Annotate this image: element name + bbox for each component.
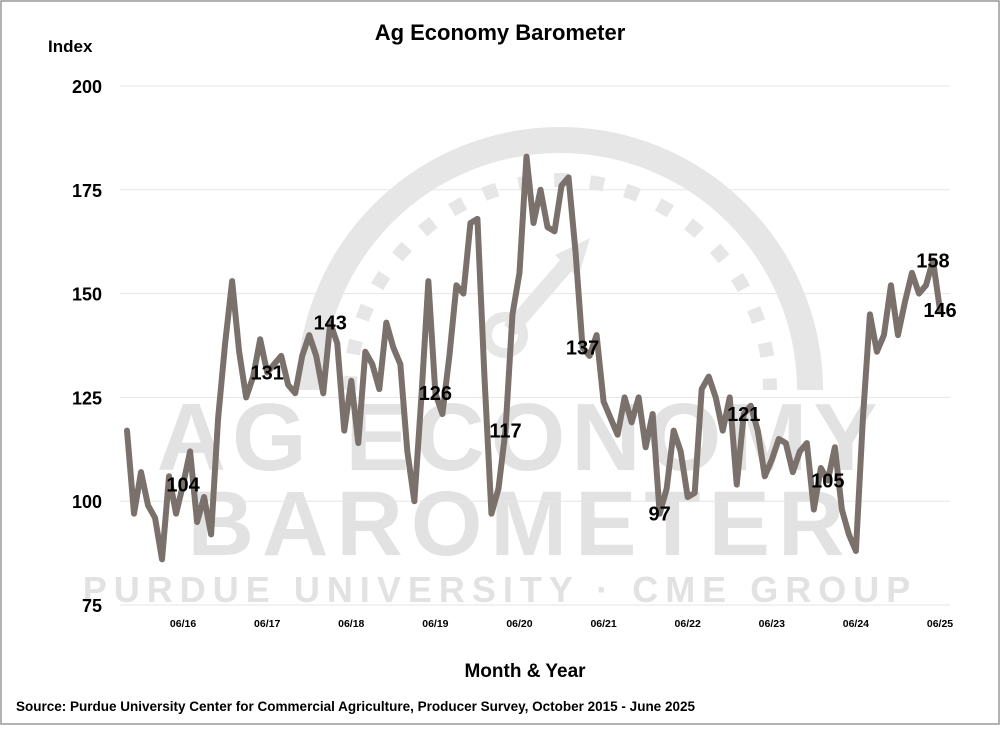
- x-axis-title: Month & Year: [464, 661, 586, 682]
- source-note: Source: Purdue University Center for Com…: [16, 699, 695, 714]
- y-tick-label: 175: [72, 181, 102, 201]
- watermark-line3: PURDUE UNIVERSITY · CME GROUP: [83, 569, 917, 610]
- y-tick-label: 100: [72, 492, 102, 512]
- data-label: 131: [250, 362, 283, 384]
- data-label: 104: [166, 475, 200, 497]
- x-tick-label: 06/22: [675, 618, 701, 630]
- x-tick-label: 06/20: [506, 618, 532, 630]
- data-label: 158: [916, 250, 949, 272]
- x-tick-label: 06/17: [254, 618, 280, 630]
- data-label: 121: [727, 404, 760, 426]
- gauge-ticks: [343, 173, 777, 391]
- data-label: 143: [314, 313, 347, 335]
- x-tick-label: 06/21: [590, 618, 616, 630]
- x-tick-label: 06/25: [927, 618, 953, 630]
- data-label: 137: [566, 338, 599, 360]
- y-tick-label: 200: [72, 77, 102, 97]
- data-label: 117: [489, 421, 521, 443]
- data-label: 97: [649, 504, 671, 526]
- gauge-hub: [482, 312, 528, 358]
- x-tick-label: 06/19: [422, 618, 448, 630]
- gauge-needle: [503, 249, 582, 336]
- watermark-line2: BAROMETER: [188, 473, 853, 575]
- chart-title: Ag Economy Barometer: [375, 20, 626, 45]
- data-label: 105: [811, 470, 844, 492]
- x-tick-label: 06/23: [759, 618, 785, 630]
- gauge-arrow: [555, 238, 590, 278]
- x-tick-label: 06/16: [170, 618, 196, 630]
- y-tick-label: 125: [72, 388, 102, 408]
- watermark: [297, 127, 823, 391]
- series-line: [124, 153, 943, 563]
- x-tick-label: 06/18: [338, 618, 364, 630]
- data-label: 126: [419, 383, 452, 405]
- data-label: 146: [923, 300, 956, 322]
- y-tick-label: 150: [72, 285, 102, 305]
- y-axis-title: Index: [48, 37, 93, 56]
- gauge-arc: [297, 127, 823, 391]
- y-tick-label: 75: [82, 596, 102, 616]
- x-tick-label: 06/24: [843, 618, 869, 630]
